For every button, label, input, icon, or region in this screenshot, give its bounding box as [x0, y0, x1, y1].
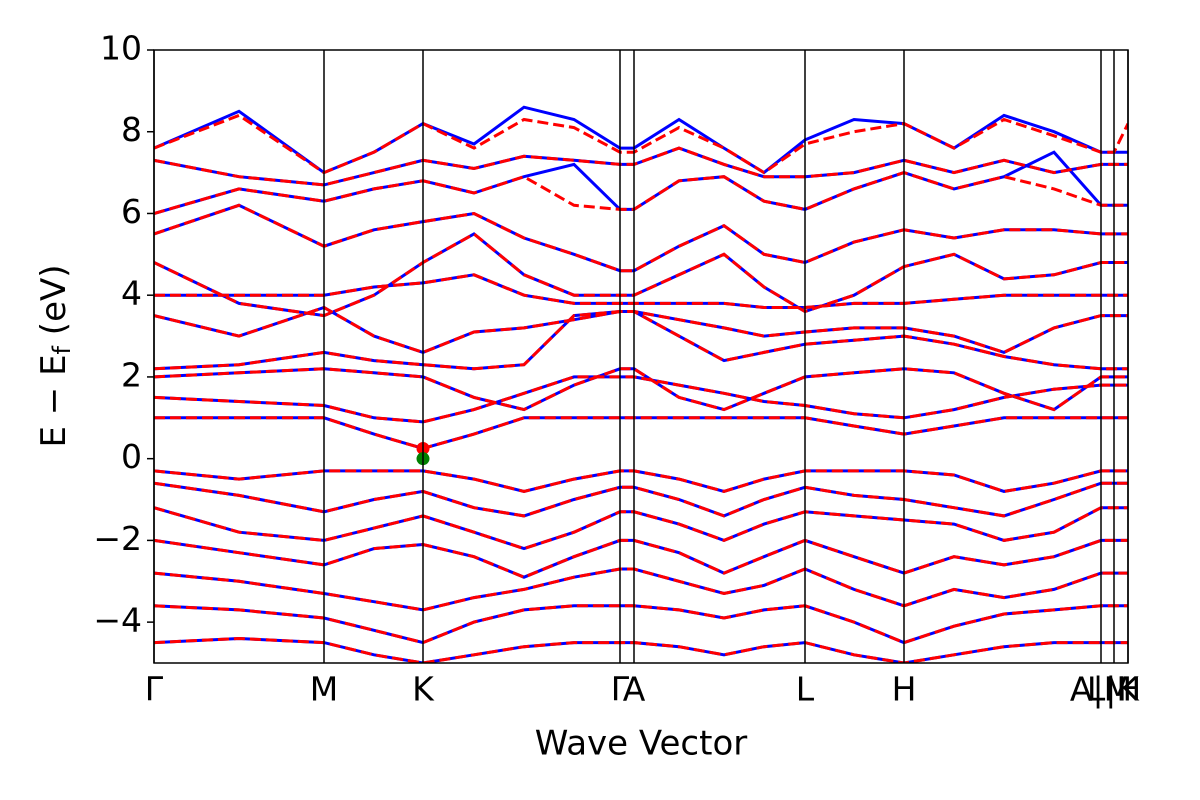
y-tick-label: 8 — [121, 110, 142, 149]
y-label-main: E − E — [34, 354, 74, 447]
x-tick-label: H — [892, 670, 917, 709]
band-line — [154, 310, 1128, 371]
band-line — [154, 305, 1128, 355]
x-tick-label: K — [1117, 670, 1140, 709]
y-label-sub: f — [48, 345, 76, 354]
y-axis-label: E − Ef (eV) — [34, 264, 77, 447]
band-line — [154, 367, 1128, 412]
band-line — [154, 203, 1128, 273]
y-tick-label: 4 — [121, 274, 142, 313]
band-line — [154, 567, 1128, 612]
plot-area — [154, 105, 1128, 663]
y-tick-label: 0 — [121, 437, 142, 476]
x-tick-label: L|H — [1087, 670, 1141, 709]
band-line — [154, 506, 1128, 551]
band-line — [154, 604, 1128, 645]
x-tick-label: K — [412, 670, 435, 709]
y-tick-label: −4 — [93, 601, 142, 640]
band-line — [154, 604, 1128, 645]
x-tick-label: A — [623, 670, 646, 709]
band-line — [154, 538, 1128, 579]
band-line — [154, 146, 1128, 187]
y-label-unit: (eV) — [34, 264, 74, 346]
x-tick-label: Γ — [145, 670, 164, 709]
axes-frame — [153, 49, 1129, 664]
band-line — [154, 416, 1128, 451]
band-line — [154, 375, 1128, 424]
band-line — [154, 171, 1128, 215]
band-line — [154, 232, 1128, 318]
x-axis-label: Wave Vector — [535, 724, 747, 764]
band-line — [154, 481, 1128, 518]
y-tick-label: 2 — [121, 355, 142, 394]
x-tick-label: A|M — [1070, 670, 1132, 709]
band-line — [154, 273, 1128, 309]
band-line — [154, 469, 1128, 493]
y-tick-label: −2 — [93, 519, 142, 558]
band-line — [154, 636, 1128, 663]
x-tick-label: Γ — [611, 670, 630, 709]
x-tick-label: M — [310, 670, 338, 709]
band-line — [154, 113, 1128, 175]
band-line — [154, 203, 1128, 273]
x-tick-label: L — [796, 670, 815, 709]
y-tick-label: 10 — [100, 29, 142, 68]
y-tick-label: 6 — [121, 192, 142, 231]
band-line — [154, 310, 1128, 371]
